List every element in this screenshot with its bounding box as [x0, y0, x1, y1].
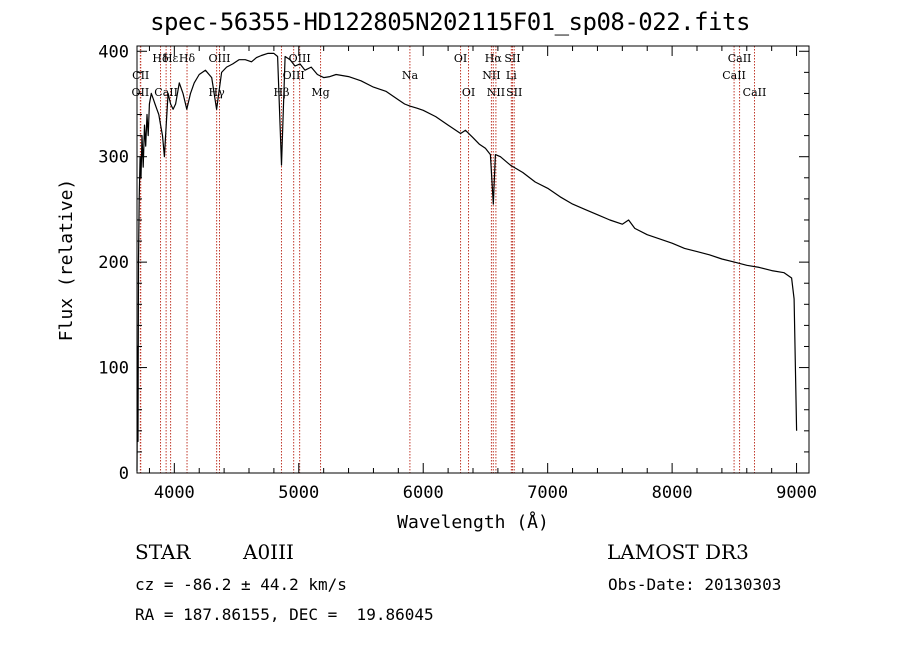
spectral-line-label: Hδ [179, 52, 196, 65]
y-tick-label: 400 [98, 42, 129, 62]
spectral-line-label: CaII [154, 86, 178, 99]
axes: 4000 5000 6000 7000 8000 9000 0 100 200 300 400 [98, 42, 817, 503]
spectral-line-label: OII [132, 86, 150, 99]
x-tick-label: 5000 [278, 483, 319, 503]
spectral-line-label: OI [454, 52, 467, 65]
observation-date: Obs-Date: 20130303 [608, 575, 782, 594]
y-tick-label: 0 [119, 464, 129, 484]
spectral-line-label: CII [132, 69, 149, 82]
object-subclass: A0III [243, 540, 294, 564]
spectral-line-label: CaII [728, 52, 752, 65]
spectral-line-label: OIII [208, 52, 230, 65]
x-tick-label: 6000 [403, 483, 444, 503]
spectral-line-label: Na [402, 69, 419, 82]
spectral-line-label: Hγ [209, 86, 226, 99]
spectral-line-label: Hε [163, 52, 179, 65]
y-tick-label: 200 [98, 253, 129, 273]
spectral-line-label: SII [506, 86, 522, 99]
object-class: STAR [135, 540, 191, 564]
x-tick-label: 7000 [527, 483, 568, 503]
x-axis-label: Wavelength (Å) [397, 511, 549, 533]
coordinates: RA = 187.86155, DEC = 19.86045 [135, 605, 434, 624]
y-tick-label: 100 [98, 359, 129, 379]
chart-title: spec-56355-HD122805N202115F01_sp08-022.f… [150, 8, 750, 36]
series-group [136, 52, 798, 471]
spectrum-line [136, 52, 798, 471]
redshift-value: cz = -86.2 ± 44.2 km/s [135, 575, 347, 594]
spectral-line-label: Hδ [152, 52, 169, 65]
x-tick-label: 8000 [652, 483, 693, 503]
spectral-line-label: Mg [311, 86, 329, 99]
y-tick-label: 300 [98, 148, 129, 168]
spectral-line-label: CaII [743, 86, 767, 99]
spectral-line-label: NII [482, 69, 500, 82]
survey-name: LAMOST DR3 [607, 540, 749, 564]
spectral-line-label: SII [504, 52, 520, 65]
y-axis-label: Flux (relative) [56, 179, 77, 342]
spectral-line-label: OI [462, 86, 475, 99]
spectral-line-label: Li [506, 69, 517, 82]
spectral-line-label: OIII [289, 52, 311, 65]
spectral-line-label: OIII [283, 69, 305, 82]
spectral-line-label: NII [487, 86, 505, 99]
spectral-line-label: Hβ [274, 86, 290, 99]
x-tick-label: 9000 [776, 483, 817, 503]
x-tick-label: 4000 [154, 483, 195, 503]
spectral-line-label: Hα [485, 52, 503, 65]
spectral-line-label: CaII [722, 69, 746, 82]
line-markers [139, 46, 755, 473]
plot-frame [136, 45, 810, 474]
